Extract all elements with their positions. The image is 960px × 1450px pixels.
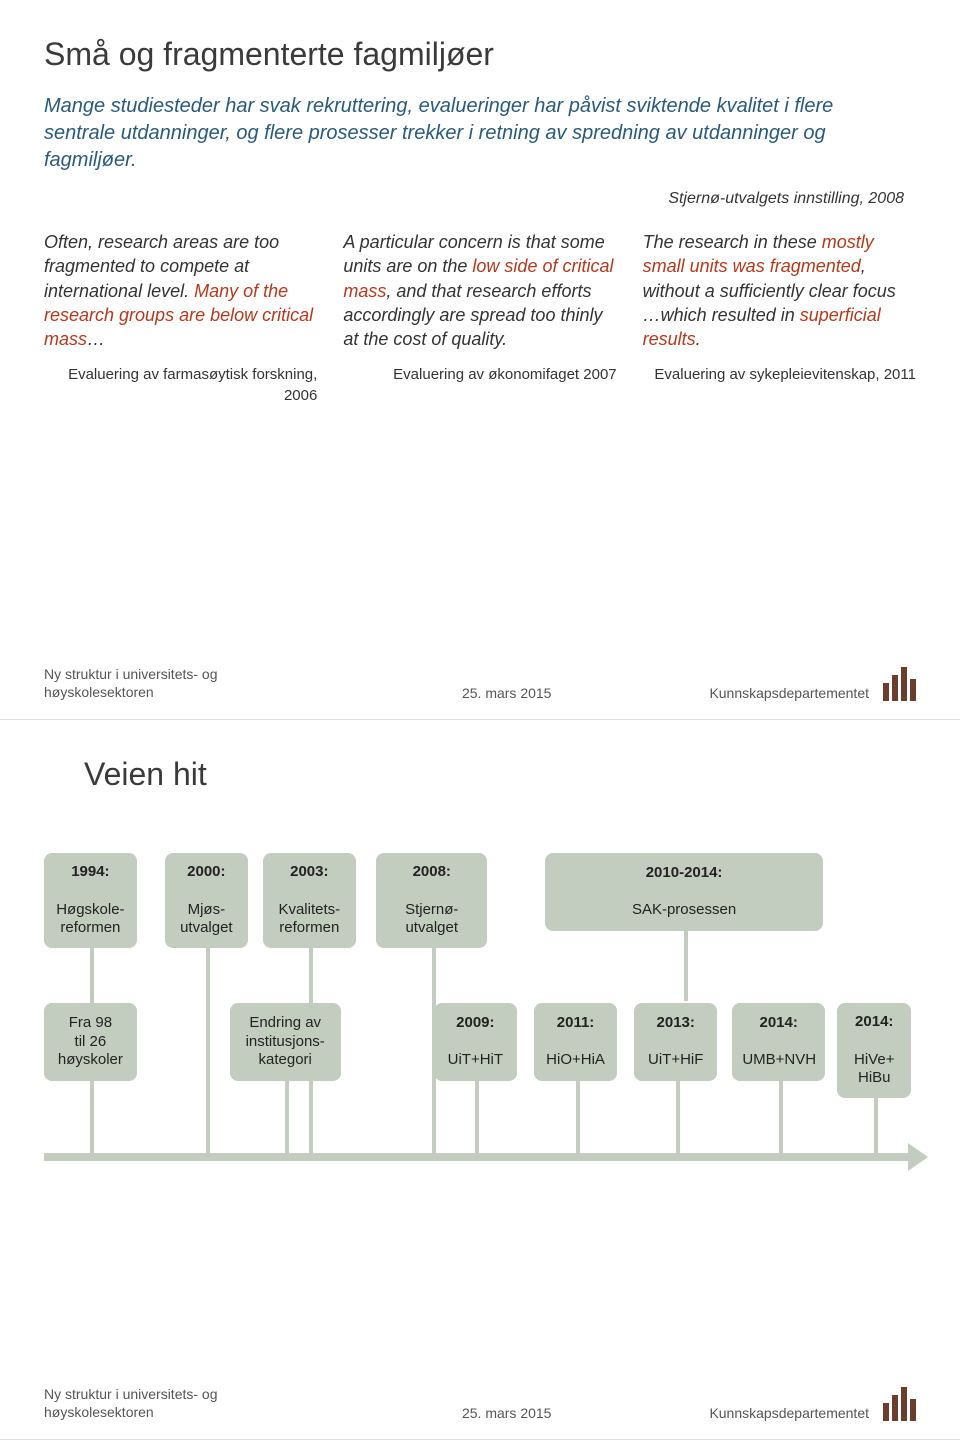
timeline-box: 2011:HiO+HiA bbox=[534, 1003, 617, 1081]
slide2-footer: Ny struktur i universitets- og høyskoles… bbox=[44, 1386, 916, 1421]
timeline-connector bbox=[206, 931, 210, 1153]
slide1-title: Små og fragmenterte fagmiljøer bbox=[44, 36, 916, 73]
footer-left: Ny struktur i universitets- og høyskoles… bbox=[44, 666, 304, 701]
footer-center-2: 25. mars 2015 bbox=[304, 1405, 709, 1421]
slide1-intro-source: Stjernø-utvalgets innstilling, 2008 bbox=[44, 190, 916, 208]
timeline-box: 2010-2014:SAK-prosessen bbox=[545, 853, 823, 931]
timeline-box: 2003:Kvalitets-reformen bbox=[263, 853, 356, 948]
col1-body: Often, research areas are too fragmented… bbox=[44, 230, 317, 351]
timeline-box: 2009:UiT+HiT bbox=[434, 1003, 517, 1081]
col3-source: Evaluering av sykepleievitenskap, 2011 bbox=[643, 365, 916, 385]
slide-1: Små og fragmenterte fagmiljøer Mange stu… bbox=[0, 0, 960, 720]
timeline-box: Fra 98til 26høyskoler bbox=[44, 1003, 137, 1081]
footer-right-2: Kunnskapsdepartementet bbox=[709, 1387, 916, 1421]
column-1: Often, research areas are too fragmented… bbox=[44, 230, 317, 406]
column-2: A particular concern is that some units … bbox=[343, 230, 616, 406]
timeline-axis bbox=[44, 1153, 916, 1161]
col3-post: . bbox=[696, 329, 701, 349]
footer-center: 25. mars 2015 bbox=[304, 685, 709, 701]
col3-body: The research in these mostly small units… bbox=[643, 230, 916, 351]
col2-body: A particular concern is that some units … bbox=[343, 230, 616, 351]
slide1-footer: Ny struktur i universitets- og høyskoles… bbox=[44, 666, 916, 701]
col1-source: Evaluering av farmasøytisk forskning, 20… bbox=[44, 365, 317, 406]
footer-right-text-2: Kunnskapsdepartementet bbox=[709, 1405, 869, 1421]
slide-2: Veien hit 1994:Høgskole-reformen 2000:Mjø… bbox=[0, 720, 960, 1440]
timeline-box: 1994:Høgskole-reformen bbox=[44, 853, 137, 948]
logo-icon bbox=[883, 667, 916, 701]
timeline-box: 2008:Stjernø-utvalget bbox=[376, 853, 487, 948]
footer-right-text: Kunnskapsdepartementet bbox=[709, 685, 869, 701]
timeline-box: Endring avinstitusjons-kategori bbox=[230, 1003, 341, 1081]
footer-left-2: Ny struktur i universitets- og høyskoles… bbox=[44, 1386, 304, 1421]
column-3: The research in these mostly small units… bbox=[643, 230, 916, 406]
timeline-box: 2014:HiVe+HiBu bbox=[837, 1003, 911, 1098]
slide2-title: Veien hit bbox=[84, 756, 916, 793]
timeline-connector bbox=[684, 931, 688, 1001]
col1-post: … bbox=[87, 329, 105, 349]
slide1-intro: Mange studiesteder har svak rekruttering… bbox=[44, 93, 904, 174]
timeline-box: 2000:Mjøs-utvalget bbox=[165, 853, 248, 948]
logo-icon-2 bbox=[883, 1387, 916, 1421]
timeline-box: 2014:UMB+NVH bbox=[732, 1003, 825, 1081]
slide1-columns: Often, research areas are too fragmented… bbox=[44, 230, 916, 406]
footer-right: Kunnskapsdepartementet bbox=[709, 667, 916, 701]
timeline-box: 2013:UiT+HiF bbox=[634, 1003, 717, 1081]
timeline: 1994:Høgskole-reformen 2000:Mjøs-utvalget… bbox=[44, 853, 916, 1193]
col3-pre: The research in these bbox=[643, 232, 822, 252]
col2-source: Evaluering av økonomifaget 2007 bbox=[343, 365, 616, 385]
